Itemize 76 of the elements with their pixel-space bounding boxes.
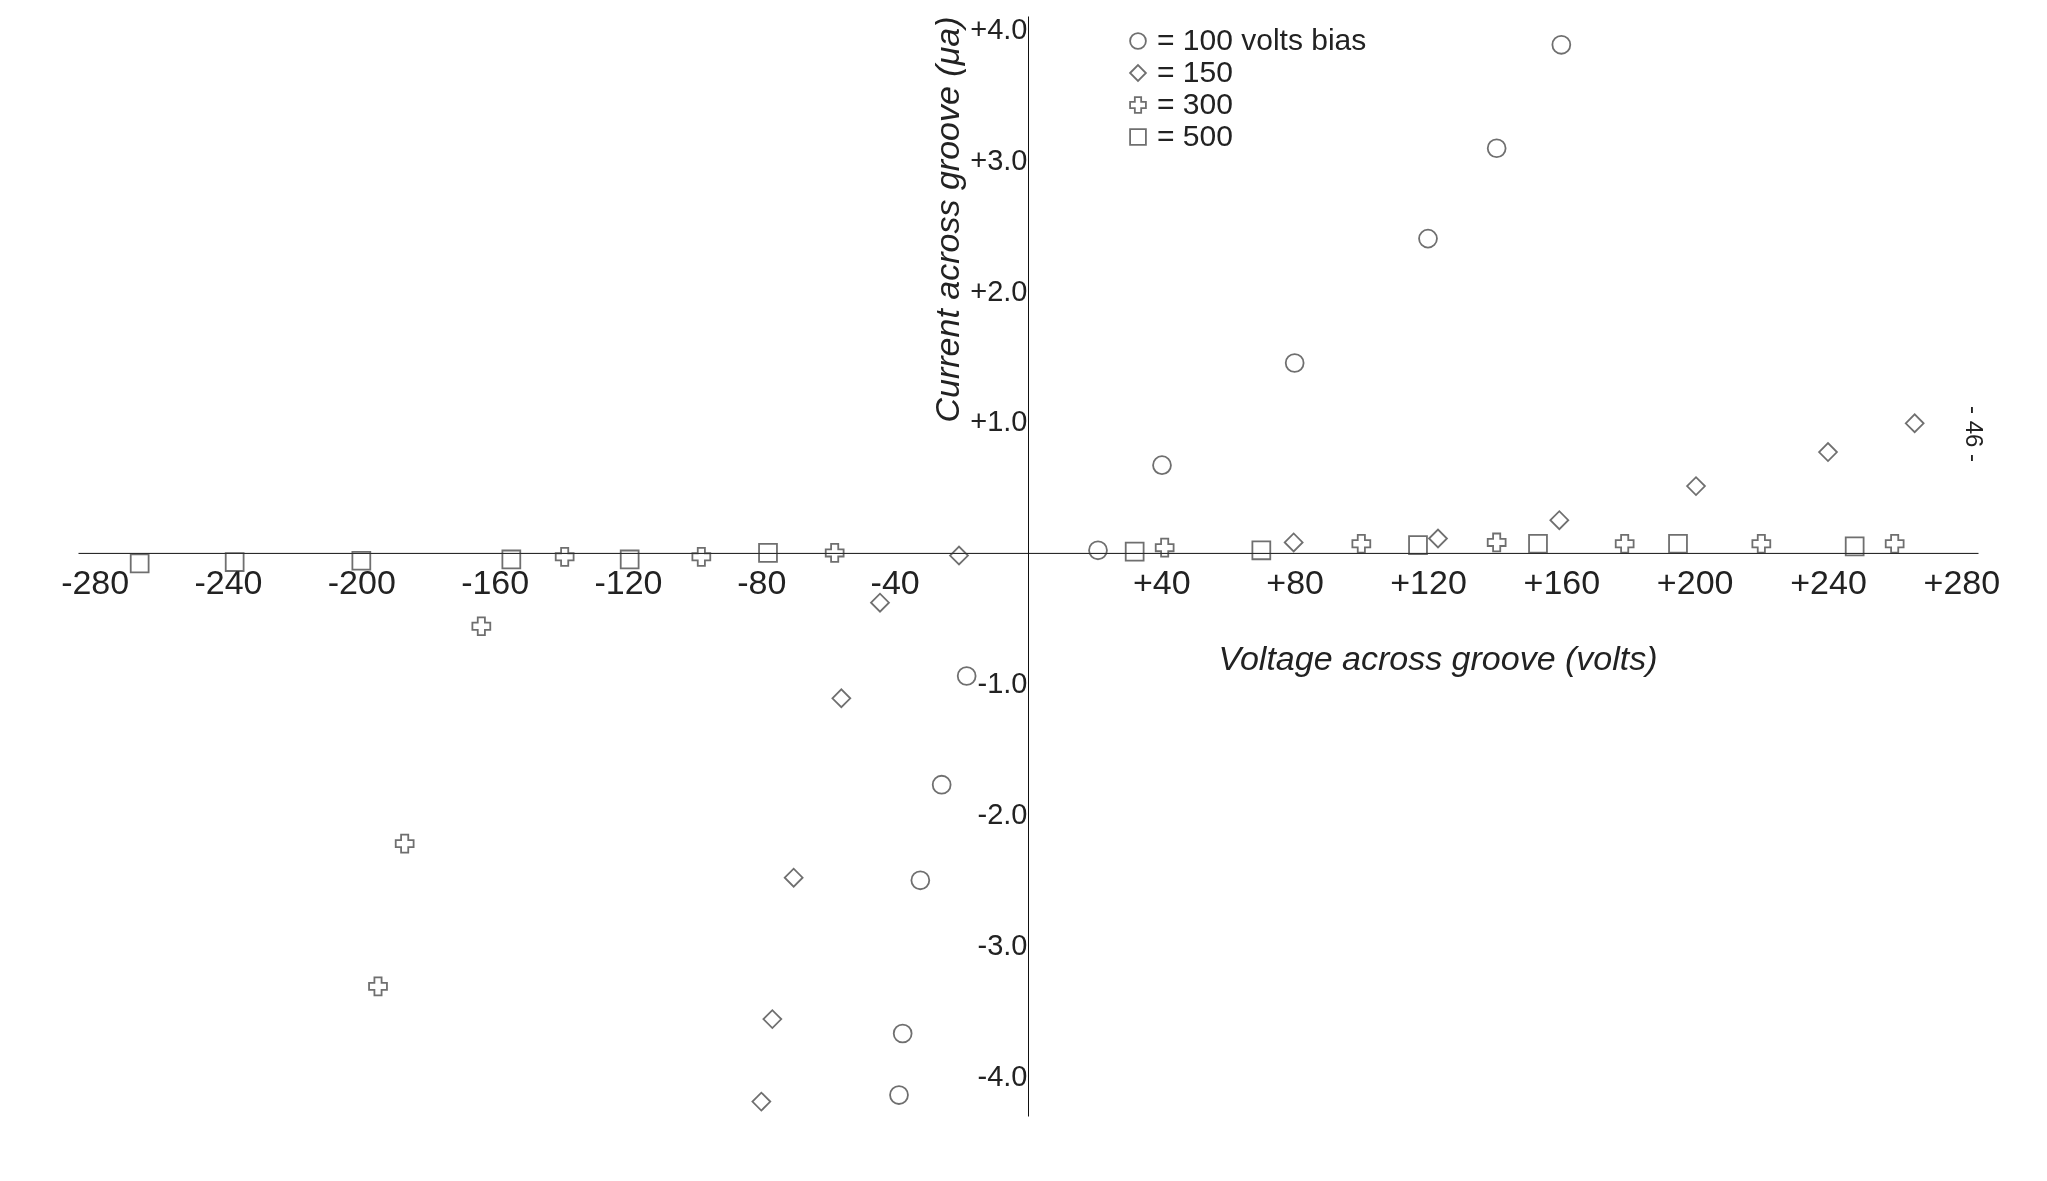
x-tick-label: +80 [1266, 563, 1325, 602]
point [691, 546, 712, 567]
point [870, 592, 890, 613]
point [1154, 537, 1175, 558]
y-tick-label: -3.0 [977, 929, 1028, 962]
point [931, 774, 952, 795]
x-tick-label: -160 [461, 563, 530, 602]
point [783, 867, 804, 888]
point [351, 550, 372, 571]
y-tick-label: +2.0 [970, 274, 1028, 307]
annotation: - 46 - [1961, 405, 1988, 463]
point [1844, 536, 1865, 557]
y-tick-label: +1.0 [970, 405, 1028, 438]
point [1418, 228, 1438, 249]
point [501, 549, 522, 570]
x-tick-label: -120 [594, 563, 663, 602]
point [1284, 353, 1305, 373]
point [889, 1085, 909, 1105]
y-tick-label: -2.0 [977, 798, 1028, 831]
x-tick-label: +240 [1790, 563, 1867, 602]
point [892, 1023, 913, 1044]
point [1088, 540, 1108, 561]
point [1251, 540, 1272, 561]
point [758, 543, 778, 563]
point [1408, 535, 1428, 555]
point [910, 870, 931, 891]
point [824, 543, 845, 563]
point [1486, 532, 1507, 553]
y-tick-label: -4.0 [977, 1060, 1028, 1093]
point [1428, 528, 1448, 549]
point [1751, 533, 1772, 554]
point [129, 553, 150, 574]
point [1668, 533, 1688, 554]
point [949, 545, 969, 566]
point [394, 833, 415, 854]
x-tick-label: -200 [327, 563, 396, 602]
y-tick-label: -1.0 [977, 667, 1028, 700]
point [1686, 476, 1706, 496]
point [368, 976, 388, 997]
point [1152, 455, 1172, 475]
point [831, 688, 852, 709]
point [1884, 533, 1905, 554]
x-tick-label: +200 [1656, 563, 1734, 602]
point [224, 552, 245, 572]
point [1818, 442, 1838, 462]
x-tick-label: -280 [61, 563, 130, 602]
x-tick-label: -240 [194, 563, 263, 602]
legend-label: = 300 [1157, 87, 1233, 120]
legend-label: = 100 volts bias [1157, 23, 1367, 56]
point [471, 616, 492, 637]
point [956, 666, 977, 686]
point [762, 1009, 783, 1029]
x-tick-label: -40 [870, 563, 920, 602]
point [1124, 541, 1145, 562]
point [619, 549, 640, 570]
point [1528, 533, 1548, 554]
point [1614, 533, 1635, 554]
point [1283, 532, 1304, 553]
point [554, 546, 575, 567]
point [1549, 510, 1570, 531]
x-tick-label: +120 [1390, 563, 1467, 602]
point [751, 1091, 772, 1112]
x-axis-title: Voltage across groove (volts) [1218, 639, 1658, 678]
x-tick-label: +160 [1523, 563, 1601, 602]
x-tick-label: +280 [1923, 563, 2001, 602]
legend-label: = 150 [1157, 55, 1233, 88]
point [1551, 34, 1572, 55]
x-tick-label: +40 [1132, 563, 1191, 602]
legend-label: = 500 [1157, 119, 1233, 152]
y-tick-label: +4.0 [970, 12, 1028, 45]
y-axis-title: Current across groove (μa) [928, 16, 967, 423]
point [1351, 533, 1372, 554]
x-tick-label: -80 [737, 563, 787, 602]
point [1904, 413, 1925, 434]
point [1486, 138, 1507, 159]
y-tick-label: +3.0 [970, 143, 1028, 176]
